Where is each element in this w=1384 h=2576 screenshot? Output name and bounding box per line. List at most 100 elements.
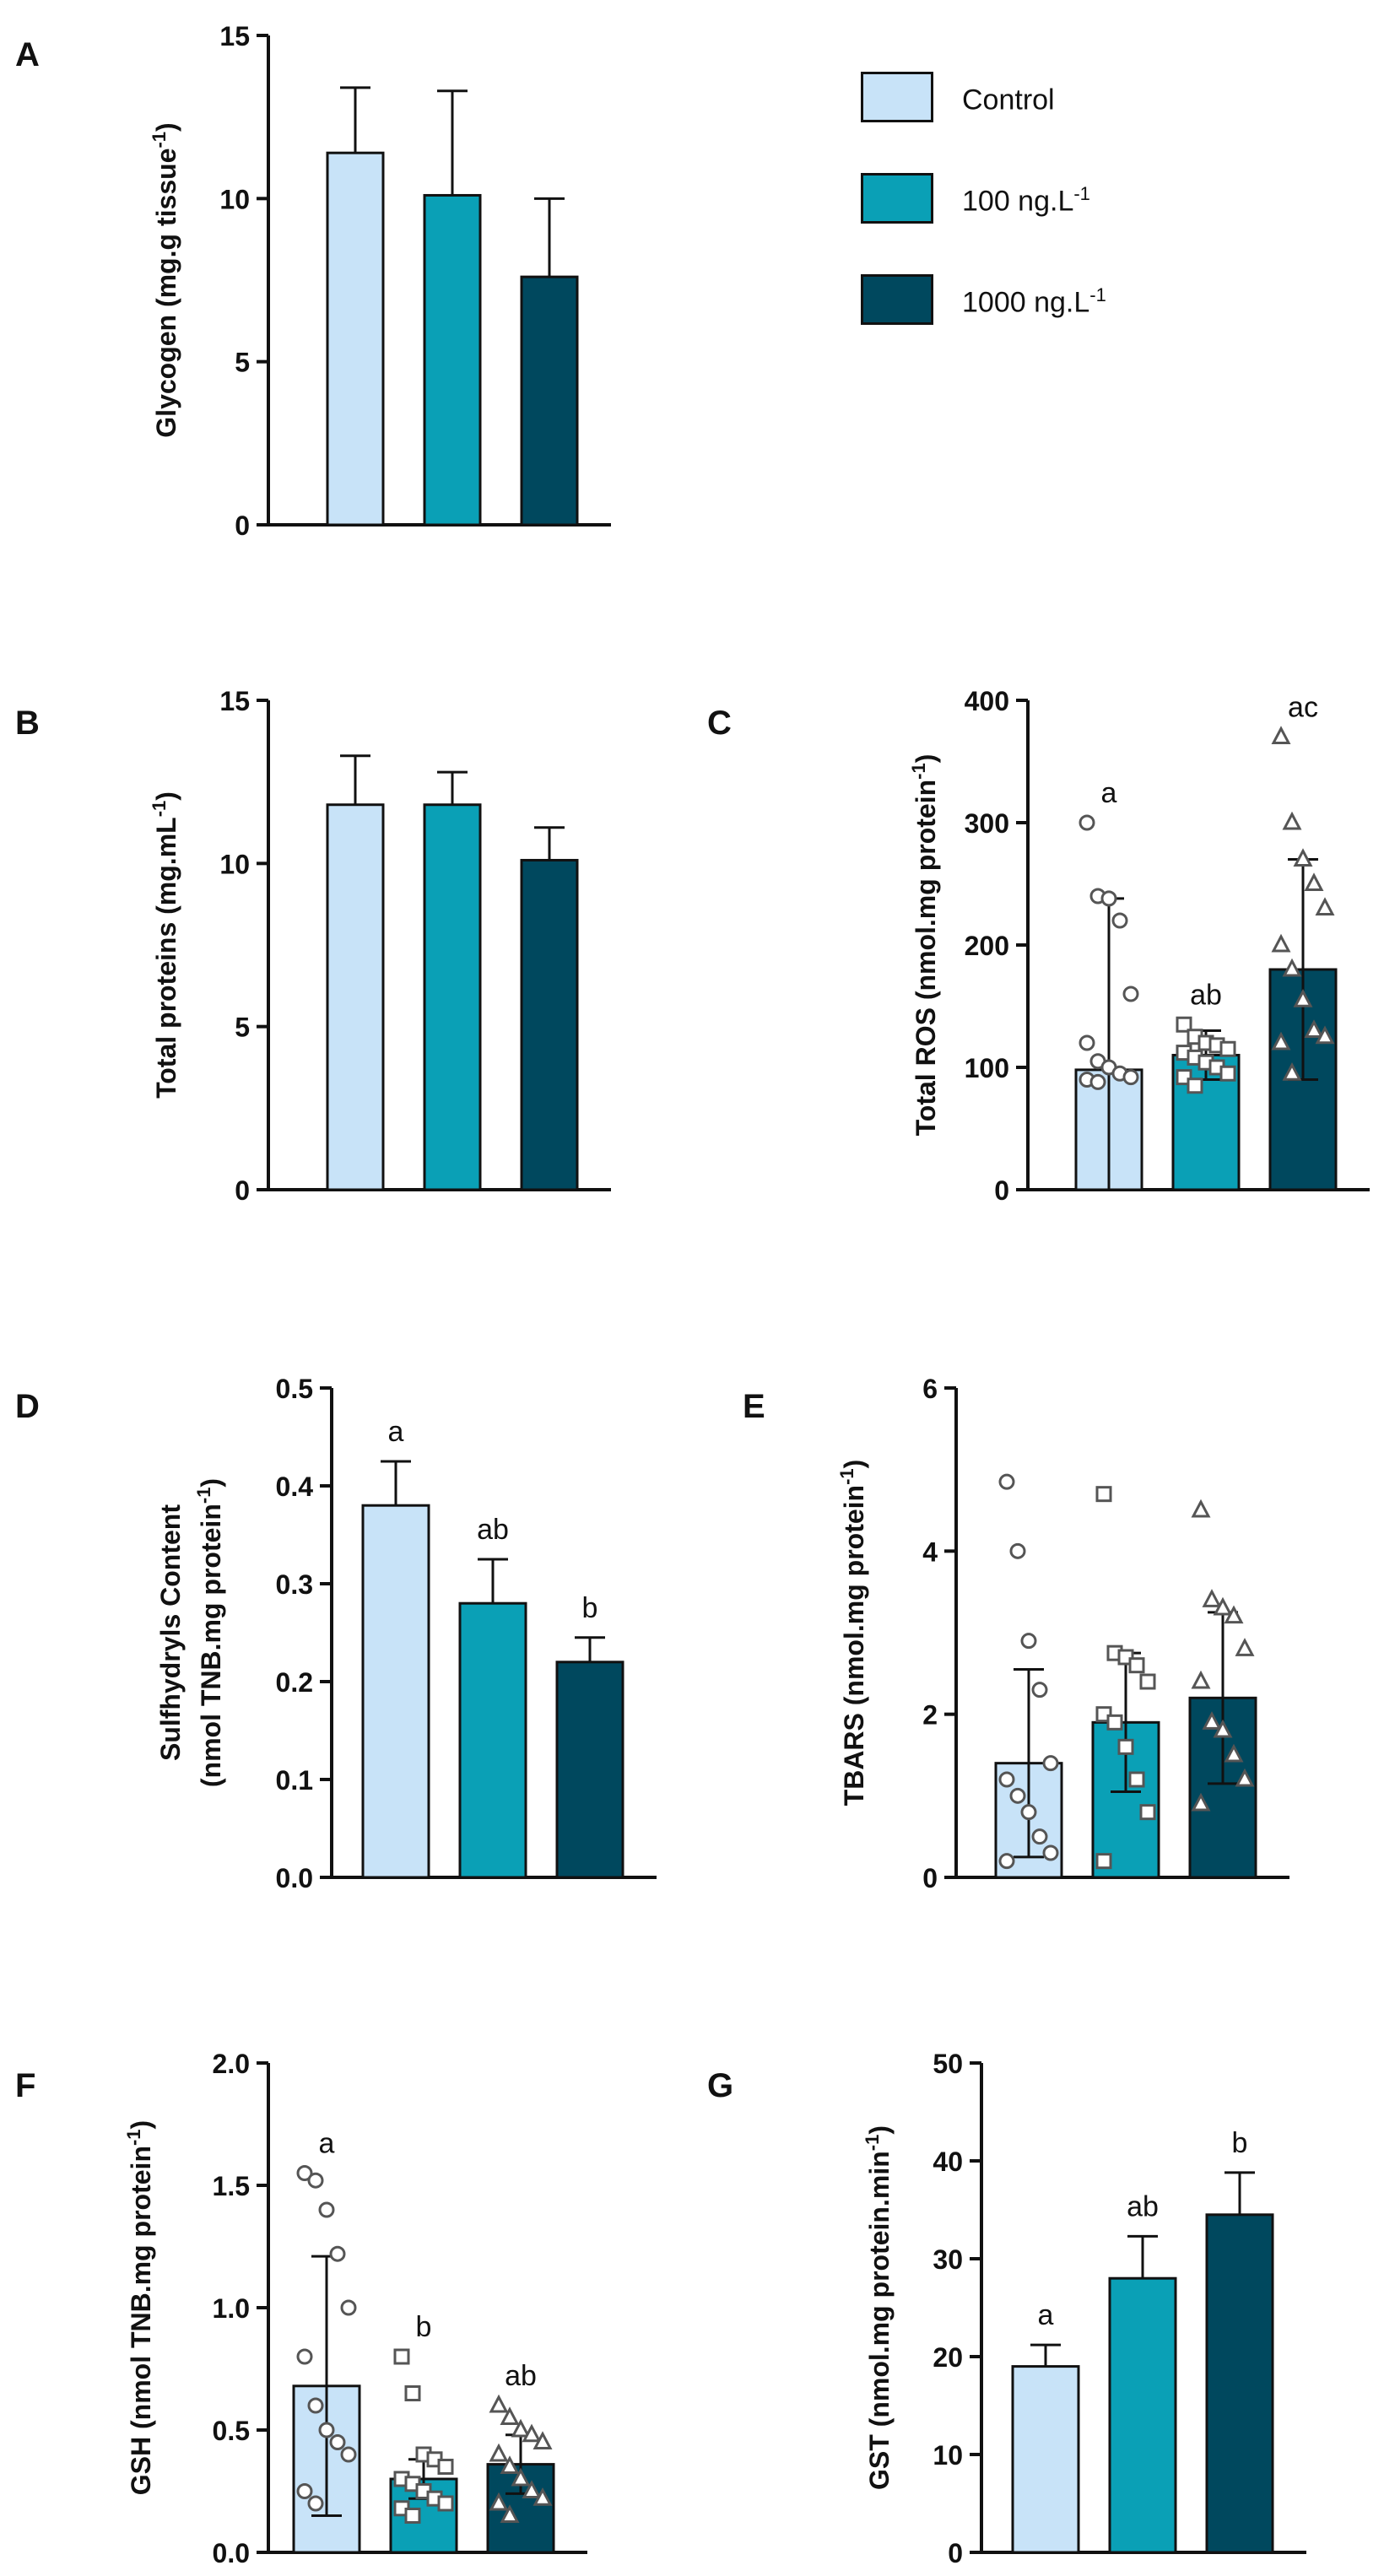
y-axis-label-b: Total proteins (mg.mL-1) [149, 791, 181, 1099]
y-tick-label-b: 15 [219, 686, 250, 716]
data-point-f [489, 2492, 509, 2511]
data-point-f [307, 2495, 324, 2512]
data-point-c [1304, 1019, 1324, 1038]
data-point-e [1202, 1589, 1222, 1607]
significance-letter-f-0: a [319, 2128, 335, 2160]
bar-d-0 [361, 1504, 430, 1879]
significance-letter-d-2: b [582, 1592, 598, 1624]
y-tick-label-c: 300 [965, 808, 1009, 839]
legend-label-1000: 1000 ng.L-1 [962, 284, 1106, 319]
y-axis-label-d: Sulfhydryls Content [155, 1504, 186, 1761]
legend-swatch-100 [861, 173, 933, 224]
bar-g-1 [1108, 2276, 1177, 2554]
data-point-c [1293, 989, 1313, 1007]
significance-letter-f-2: ab [505, 2360, 537, 2392]
data-point-f [500, 2455, 520, 2474]
significance-letter-d-1: ab [477, 1514, 509, 1546]
bar-a-1 [423, 193, 482, 527]
y-tick-label-a: 0 [235, 510, 250, 541]
y-tick-label-e: 4 [922, 1536, 938, 1567]
data-point-c [1079, 1034, 1095, 1051]
data-point-f [489, 2443, 509, 2462]
data-point-c [1293, 848, 1313, 867]
panel-label-b: B [15, 705, 40, 742]
significance-letter-g-0: a [1038, 2299, 1054, 2331]
data-point-e [1224, 1605, 1244, 1624]
bar-b-1 [423, 803, 482, 1191]
y-tick-label-f: 0.0 [213, 2538, 250, 2568]
y-axis-label2-d: (nmol TNB.mg protein-1) [193, 1478, 226, 1787]
panel-label-e: E [743, 1388, 765, 1425]
data-point-c [1271, 933, 1291, 953]
data-point-c [1271, 726, 1291, 744]
data-point-e [1191, 1499, 1211, 1518]
significance-letter-g-2: b [1232, 2127, 1248, 2159]
data-point-e [998, 1853, 1015, 1870]
data-point-f [533, 2431, 553, 2449]
data-point-e [1095, 1486, 1112, 1503]
data-point-e [1042, 1844, 1059, 1861]
data-point-e [1020, 1804, 1037, 1821]
data-point-f [307, 2397, 324, 2414]
y-tick-label-f: 0.5 [213, 2416, 250, 2446]
panel-label-d: D [15, 1388, 40, 1425]
data-point-e [1042, 1755, 1059, 1772]
y-tick-label-g: 0 [948, 2538, 963, 2568]
y-tick-label-d: 0.1 [276, 1765, 313, 1796]
data-point-e [1213, 1596, 1233, 1616]
data-point-e [1128, 1657, 1145, 1674]
data-point-f [511, 2467, 531, 2487]
y-axis-label-c: Total ROS (nmol.mg protein-1) [908, 754, 941, 1137]
data-point-e [1139, 1673, 1156, 1690]
y-tick-label-g: 40 [933, 2147, 963, 2177]
y-tick-label-b: 0 [235, 1175, 250, 1206]
data-point-e [1235, 1638, 1255, 1656]
y-tick-label-c: 200 [965, 931, 1009, 961]
data-point-e [998, 1771, 1015, 1788]
data-point-f [318, 2422, 335, 2438]
data-point-f [500, 2504, 520, 2523]
significance-letter-c-1: ab [1190, 979, 1222, 1011]
data-point-f [437, 2459, 454, 2475]
data-point-e [1009, 1787, 1026, 1804]
bar-a-2 [520, 275, 579, 527]
data-point-c [1079, 814, 1095, 831]
data-point-f [296, 2483, 313, 2499]
data-point-c [1176, 1016, 1192, 1033]
data-point-c [1304, 872, 1324, 891]
data-point-f [296, 2348, 313, 2365]
data-point-f [404, 2385, 421, 2401]
bar-g-0 [1011, 2365, 1080, 2554]
data-point-f [489, 2394, 509, 2413]
y-tick-label-b: 10 [219, 849, 250, 879]
bar-b-2 [520, 858, 579, 1191]
data-point-c [1122, 1069, 1139, 1086]
data-point-c [1122, 986, 1139, 1002]
y-tick-label-a: 5 [235, 348, 250, 378]
data-point-e [1106, 1714, 1123, 1731]
y-axis-label-e: TBARS (nmol.mg protein-1) [836, 1460, 869, 1806]
data-point-f [437, 2495, 454, 2512]
y-tick-label-d: 0.0 [276, 1863, 313, 1893]
data-point-f [296, 2165, 313, 2181]
legend-item-control: Control [861, 72, 1283, 124]
bar-b-0 [326, 803, 385, 1191]
data-point-c [1219, 1065, 1236, 1082]
y-tick-label-c: 400 [965, 686, 1009, 716]
data-point-f [318, 2201, 335, 2218]
y-axis-label-g: GST (nmol.mg protein.min-1) [862, 2125, 895, 2490]
legend-label-100: 100 ng.L-1 [962, 183, 1090, 218]
data-point-f [393, 2348, 410, 2365]
data-point-c [1282, 958, 1302, 977]
data-point-e [1235, 1768, 1255, 1787]
data-point-e [1191, 1792, 1211, 1812]
legend-swatch-1000 [861, 274, 933, 325]
y-axis-label-a: Glycogen (mg.g tissue-1) [149, 122, 181, 437]
panel-label-a: A [15, 36, 40, 73]
data-point-e [1202, 1711, 1222, 1730]
panel-label-c: C [707, 705, 732, 742]
data-point-f [307, 2172, 324, 2189]
panel-label-g: G [707, 2067, 733, 2104]
significance-letter-g-1: ab [1127, 2190, 1159, 2222]
